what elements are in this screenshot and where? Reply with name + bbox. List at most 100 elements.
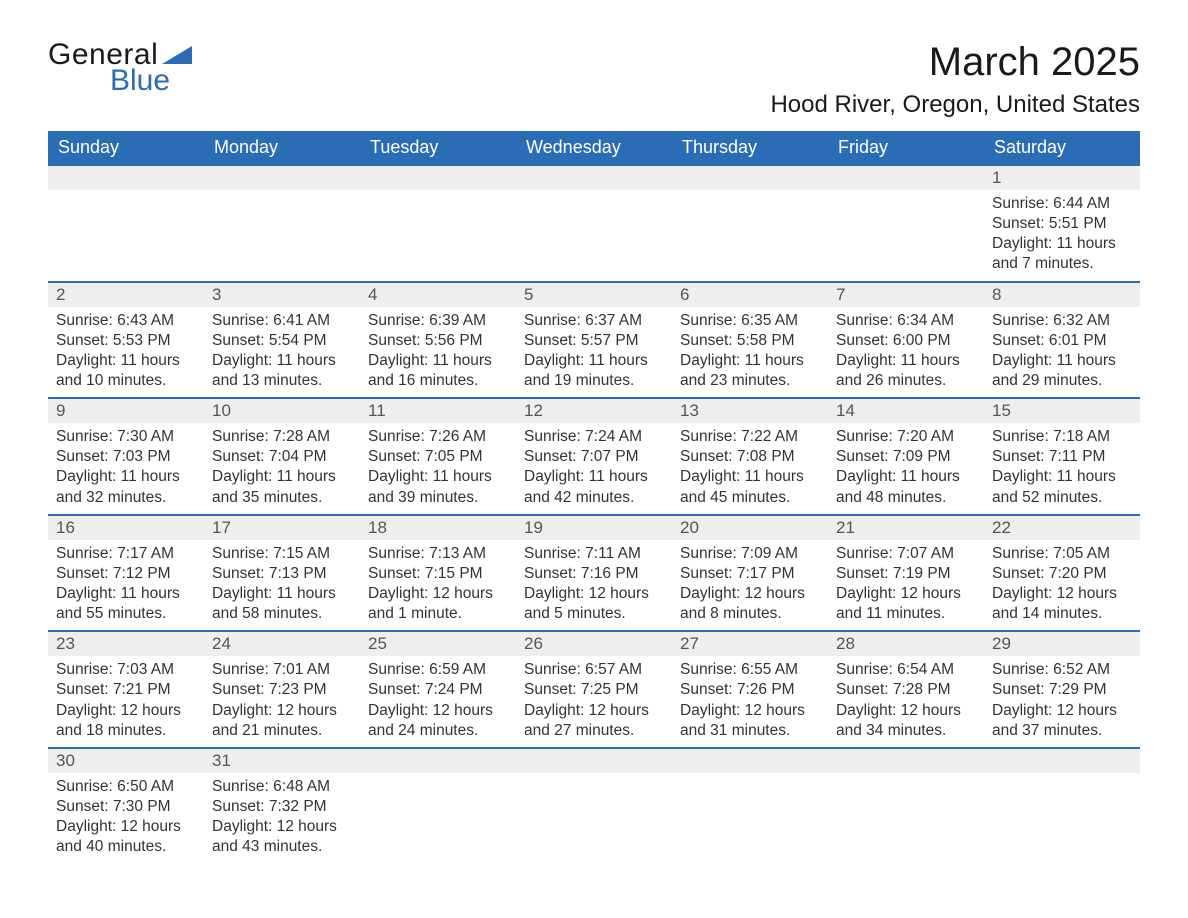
day-number-cell: [672, 165, 828, 190]
day-day2: and 11 minutes.: [836, 604, 976, 624]
detail-row: Sunrise: 6:50 AMSunset: 7:30 PMDaylight:…: [48, 773, 1140, 864]
day-detail-cell: Sunrise: 6:57 AMSunset: 7:25 PMDaylight:…: [516, 656, 672, 748]
day-day1: Daylight: 11 hours: [56, 584, 196, 604]
day-sunrise: Sunrise: 6:57 AM: [524, 660, 664, 680]
day-day2: and 16 minutes.: [368, 371, 508, 391]
day-sunrise: Sunrise: 7:01 AM: [212, 660, 352, 680]
day-sunrise: Sunrise: 6:50 AM: [56, 777, 196, 797]
day-day1: Daylight: 12 hours: [680, 701, 820, 721]
weekday-header: Sunday: [48, 131, 204, 165]
detail-row: Sunrise: 7:03 AMSunset: 7:21 PMDaylight:…: [48, 656, 1140, 748]
day-number-cell: 4: [360, 282, 516, 307]
weekday-header: Thursday: [672, 131, 828, 165]
day-day1: Daylight: 11 hours: [836, 467, 976, 487]
day-day2: and 34 minutes.: [836, 721, 976, 741]
day-number-cell: [984, 748, 1140, 773]
day-sunset: Sunset: 7:05 PM: [368, 447, 508, 467]
day-number-cell: 2: [48, 282, 204, 307]
day-day2: and 31 minutes.: [680, 721, 820, 741]
day-number-cell: 5: [516, 282, 672, 307]
day-sunset: Sunset: 7:28 PM: [836, 680, 976, 700]
day-sunrise: Sunrise: 6:54 AM: [836, 660, 976, 680]
day-detail-cell: Sunrise: 6:55 AMSunset: 7:26 PMDaylight:…: [672, 656, 828, 748]
day-number-cell: [48, 165, 204, 190]
day-detail-cell: Sunrise: 7:18 AMSunset: 7:11 PMDaylight:…: [984, 423, 1140, 515]
day-day1: Daylight: 12 hours: [992, 584, 1132, 604]
day-number-cell: 12: [516, 398, 672, 423]
day-detail-cell: Sunrise: 7:30 AMSunset: 7:03 PMDaylight:…: [48, 423, 204, 515]
day-detail-cell: [48, 190, 204, 282]
day-sunset: Sunset: 7:23 PM: [212, 680, 352, 700]
detail-row: Sunrise: 6:43 AMSunset: 5:53 PMDaylight:…: [48, 307, 1140, 399]
day-number-cell: 8: [984, 282, 1140, 307]
day-sunset: Sunset: 7:16 PM: [524, 564, 664, 584]
calendar-thead: SundayMondayTuesdayWednesdayThursdayFrid…: [48, 131, 1140, 165]
day-detail-cell: Sunrise: 7:28 AMSunset: 7:04 PMDaylight:…: [204, 423, 360, 515]
day-day1: Daylight: 12 hours: [56, 701, 196, 721]
day-number: 12: [516, 399, 672, 423]
day-day1: Daylight: 11 hours: [524, 351, 664, 371]
day-day2: and 26 minutes.: [836, 371, 976, 391]
day-day2: and 43 minutes.: [212, 837, 352, 857]
day-day1: Daylight: 11 hours: [680, 467, 820, 487]
day-detail-cell: Sunrise: 7:17 AMSunset: 7:12 PMDaylight:…: [48, 540, 204, 632]
day-day1: Daylight: 12 hours: [524, 701, 664, 721]
day-sunset: Sunset: 5:51 PM: [992, 214, 1132, 234]
daynum-row: 16171819202122: [48, 515, 1140, 540]
day-sunset: Sunset: 5:58 PM: [680, 331, 820, 351]
day-number: 13: [672, 399, 828, 423]
day-sunrise: Sunrise: 7:03 AM: [56, 660, 196, 680]
day-sunrise: Sunrise: 6:59 AM: [368, 660, 508, 680]
day-number-cell: [516, 165, 672, 190]
day-number-cell: 11: [360, 398, 516, 423]
day-day2: and 55 minutes.: [56, 604, 196, 624]
day-day2: and 10 minutes.: [56, 371, 196, 391]
day-number-cell: 24: [204, 631, 360, 656]
day-day1: Daylight: 12 hours: [56, 817, 196, 837]
day-detail-cell: Sunrise: 6:48 AMSunset: 7:32 PMDaylight:…: [204, 773, 360, 864]
day-detail-cell: Sunrise: 7:05 AMSunset: 7:20 PMDaylight:…: [984, 540, 1140, 632]
detail-row: Sunrise: 6:44 AMSunset: 5:51 PMDaylight:…: [48, 190, 1140, 282]
day-detail-cell: Sunrise: 6:44 AMSunset: 5:51 PMDaylight:…: [984, 190, 1140, 282]
title-block: March 2025 Hood River, Oregon, United St…: [770, 40, 1140, 119]
day-day2: and 40 minutes.: [56, 837, 196, 857]
day-number-cell: 15: [984, 398, 1140, 423]
day-sunset: Sunset: 7:24 PM: [368, 680, 508, 700]
day-sunrise: Sunrise: 7:07 AM: [836, 544, 976, 564]
day-number: 16: [48, 516, 204, 540]
day-day1: Daylight: 11 hours: [680, 351, 820, 371]
day-sunset: Sunset: 6:00 PM: [836, 331, 976, 351]
day-number: 21: [828, 516, 984, 540]
day-sunset: Sunset: 5:54 PM: [212, 331, 352, 351]
day-sunset: Sunset: 7:09 PM: [836, 447, 976, 467]
day-day1: Daylight: 11 hours: [836, 351, 976, 371]
day-number: 7: [828, 283, 984, 307]
day-day1: Daylight: 11 hours: [56, 467, 196, 487]
weekday-header: Saturday: [984, 131, 1140, 165]
day-number-cell: 7: [828, 282, 984, 307]
day-number: 2: [48, 283, 204, 307]
daynum-row: 9101112131415: [48, 398, 1140, 423]
day-sunset: Sunset: 7:13 PM: [212, 564, 352, 584]
day-day1: Daylight: 11 hours: [212, 351, 352, 371]
day-sunset: Sunset: 7:29 PM: [992, 680, 1132, 700]
day-number: 8: [984, 283, 1140, 307]
day-sunrise: Sunrise: 6:32 AM: [992, 311, 1132, 331]
day-sunrise: Sunrise: 6:48 AM: [212, 777, 352, 797]
day-day2: and 52 minutes.: [992, 488, 1132, 508]
day-sunset: Sunset: 7:21 PM: [56, 680, 196, 700]
day-detail-cell: [672, 773, 828, 864]
day-day2: and 39 minutes.: [368, 488, 508, 508]
day-number-cell: 31: [204, 748, 360, 773]
day-sunrise: Sunrise: 6:55 AM: [680, 660, 820, 680]
day-day2: and 24 minutes.: [368, 721, 508, 741]
day-day1: Daylight: 12 hours: [368, 584, 508, 604]
day-sunrise: Sunrise: 6:34 AM: [836, 311, 976, 331]
day-sunset: Sunset: 5:57 PM: [524, 331, 664, 351]
day-number-cell: 28: [828, 631, 984, 656]
day-number: 6: [672, 283, 828, 307]
day-number: 9: [48, 399, 204, 423]
day-number-cell: [360, 165, 516, 190]
day-detail-cell: Sunrise: 6:52 AMSunset: 7:29 PMDaylight:…: [984, 656, 1140, 748]
day-sunrise: Sunrise: 6:44 AM: [992, 194, 1132, 214]
